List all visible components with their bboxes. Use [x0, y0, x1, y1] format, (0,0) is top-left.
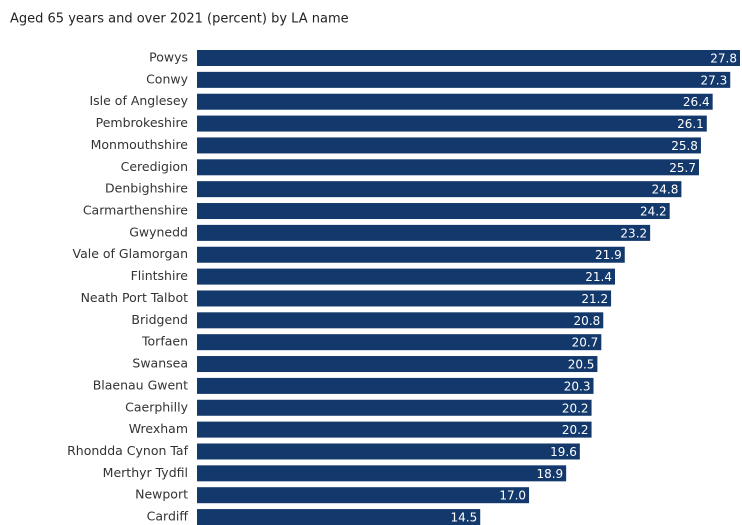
- value-label: 20.2: [562, 423, 589, 437]
- value-label: 19.6: [550, 445, 577, 459]
- category-label: Blaenau Gwent: [93, 377, 188, 392]
- category-label: Neath Port Talbot: [81, 290, 189, 305]
- category-label: Vale of Glamorgan: [73, 246, 188, 261]
- value-label: 20.3: [564, 379, 591, 393]
- bar: [197, 487, 530, 504]
- category-label: Carmarthenshire: [83, 203, 188, 218]
- value-label: 24.8: [652, 183, 679, 197]
- category-label: Gwynedd: [129, 224, 188, 239]
- value-label: 25.8: [671, 139, 698, 153]
- value-label: 21.4: [585, 270, 612, 284]
- category-label: Conwy: [146, 71, 189, 86]
- bar: [197, 93, 713, 110]
- category-label: Pembrokeshire: [96, 115, 189, 130]
- value-label: 20.2: [562, 401, 589, 415]
- value-label: 20.8: [574, 314, 601, 328]
- value-label: 17.0: [499, 489, 526, 503]
- category-label: Denbighshire: [105, 181, 188, 196]
- category-label: Caerphilly: [125, 399, 188, 414]
- category-label: Monmouthshire: [91, 137, 189, 152]
- bar: [197, 268, 615, 285]
- category-label: Powys: [149, 50, 188, 65]
- category-label: Cardiff: [147, 509, 189, 524]
- bar: [197, 50, 740, 66]
- category-label: Flintshire: [131, 268, 189, 283]
- bar: [197, 443, 580, 460]
- bar: [197, 115, 707, 132]
- chart-title: Aged 65 years and over 2021 (percent) by…: [10, 12, 349, 27]
- bar: [197, 71, 731, 88]
- value-label: 14.5: [451, 511, 478, 525]
- category-label: Ceredigion: [121, 159, 188, 174]
- category-label: Wrexham: [129, 421, 188, 436]
- bar: [197, 137, 701, 154]
- value-label: 26.1: [677, 117, 704, 131]
- value-label: 18.9: [536, 467, 563, 481]
- value-label: 20.5: [568, 358, 595, 372]
- value-label: 27.8: [710, 52, 737, 66]
- bar: [197, 246, 625, 263]
- value-label: 21.2: [581, 292, 608, 306]
- bar: [197, 181, 682, 198]
- category-label: Swansea: [132, 356, 188, 371]
- bar: [197, 203, 670, 220]
- bar: [197, 312, 604, 329]
- category-label: Torfaen: [141, 334, 188, 349]
- value-label: 25.7: [669, 161, 696, 175]
- bar: [197, 377, 594, 394]
- bar: [197, 290, 612, 307]
- bar: [197, 465, 567, 482]
- value-label: 24.2: [640, 205, 667, 219]
- category-label: Isle of Anglesey: [89, 93, 188, 108]
- value-label: 23.2: [620, 226, 647, 240]
- value-label: 20.7: [572, 336, 599, 350]
- category-label: Bridgend: [131, 312, 188, 327]
- category-label: Rhondda Cynon Taf: [67, 443, 188, 458]
- category-label: Merthyr Tydfil: [103, 465, 188, 480]
- value-label: 21.9: [595, 248, 622, 262]
- bar: [197, 509, 481, 525]
- bar: [197, 224, 651, 241]
- category-label: Newport: [135, 487, 188, 502]
- bar: [197, 399, 592, 416]
- bar: [197, 334, 602, 351]
- value-label: 26.4: [683, 95, 710, 109]
- value-label: 27.3: [701, 73, 728, 87]
- bar: [197, 159, 699, 176]
- bar: [197, 421, 592, 438]
- bar: [197, 356, 598, 373]
